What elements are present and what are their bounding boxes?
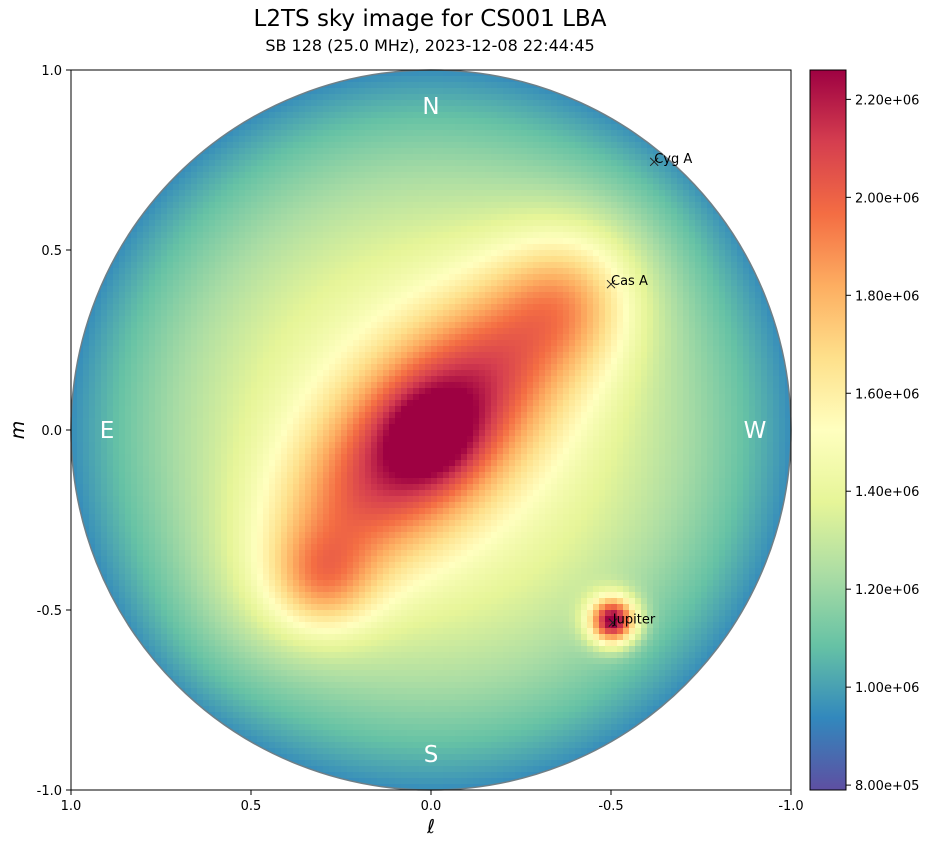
y-tick-label: 1.0: [41, 64, 62, 79]
sources-layer: Cyg A Cas A Jupiter: [606, 152, 692, 628]
y-axis-label: m: [7, 421, 29, 440]
y-tick-label: 0.0: [41, 424, 62, 439]
chart-subtitle: SB 128 (25.0 MHz), 2023-12-08 22:44:45: [265, 36, 595, 55]
compass-label-e: E: [100, 418, 115, 444]
x-axis-label: ℓ: [426, 816, 435, 838]
colorbar-tick-label: 1.40e+06: [855, 485, 919, 500]
source-label: Cyg A: [654, 152, 692, 167]
x-tick-label: 0.5: [241, 799, 262, 814]
chart-title: L2TS sky image for CS001 LBA: [253, 6, 607, 32]
colorbar-tick-label: 8.00e+05: [855, 779, 919, 794]
compass-label-n: N: [422, 94, 439, 120]
x-tick-label: -0.5: [598, 799, 623, 814]
x-tick-label: 1.0: [61, 799, 82, 814]
colorbar-tick-label: 1.80e+06: [855, 289, 919, 304]
y-tick-label: 0.5: [41, 244, 62, 259]
source-label: Jupiter: [612, 613, 656, 628]
source-marker: [606, 279, 616, 289]
y-axis-ticks: 1.0 0.5 0.0 -0.5 -1.0: [37, 64, 71, 799]
y-tick-label: -1.0: [37, 784, 62, 799]
x-tick-label: 0.0: [421, 799, 442, 814]
compass-label-w: W: [744, 418, 767, 444]
source-label: Cas A: [611, 274, 648, 289]
colorbar-tick-label: 2.20e+06: [855, 93, 919, 108]
compass-label-s: S: [424, 742, 439, 768]
colorbar: [809, 69, 847, 791]
colorbar-ticks: 8.00e+05 1.00e+06 1.20e+06 1.40e+06 1.60e+06…: [846, 93, 919, 794]
colorbar-tick-label: 2.00e+06: [855, 191, 919, 206]
sky-heatmap: [71, 70, 791, 790]
source-marker: [608, 618, 618, 627]
source-marker: [649, 157, 659, 167]
y-tick-label: -0.5: [37, 604, 62, 619]
colorbar-tick-label: 1.20e+06: [855, 583, 919, 598]
colorbar-tick-label: 1.60e+06: [855, 387, 919, 402]
x-tick-label: -1.0: [778, 799, 803, 814]
colorbar-tick-label: 1.00e+06: [855, 681, 919, 696]
compass-layer: N S E W: [100, 94, 767, 768]
x-axis-ticks: 1.0 0.5 0.0 -0.5 -1.0: [61, 790, 804, 814]
